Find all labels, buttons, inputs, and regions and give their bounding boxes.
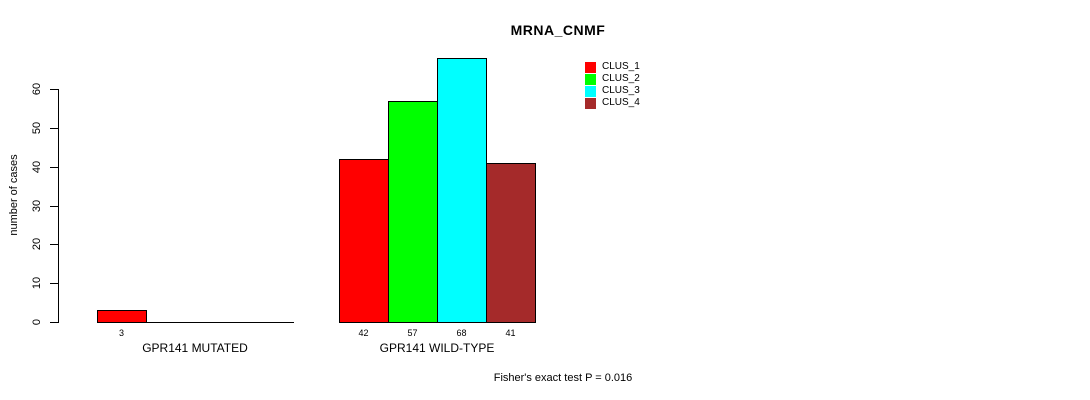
legend-label: CLUS_2 xyxy=(602,73,640,84)
bar-clus_4-wildtype xyxy=(486,163,536,323)
legend-swatch-clus_3 xyxy=(585,85,596,97)
y-axis-tick xyxy=(50,283,58,284)
x-category-label: GPR141 WILD-TYPE xyxy=(379,341,495,355)
bar-value-label: 57 xyxy=(407,328,418,338)
bar-value-label: 41 xyxy=(505,328,516,338)
legend-swatch-clus_2 xyxy=(585,73,596,85)
bar-clus_2-wildtype xyxy=(388,101,438,323)
legend-label: CLUS_1 xyxy=(602,61,640,72)
y-axis-tick-label: 20 xyxy=(31,237,43,251)
legend-row: CLUS_3 xyxy=(585,85,640,97)
y-axis-tick xyxy=(50,128,58,129)
y-axis-tick-label: 40 xyxy=(31,160,43,174)
y-axis-label: number of cases xyxy=(8,154,20,236)
legend: CLUS_1 CLUS_2 CLUS_3 CLUS_4 xyxy=(585,61,640,109)
y-axis-tick-label: 50 xyxy=(31,121,43,135)
y-axis-tick-label: 60 xyxy=(31,82,43,96)
group-baseline xyxy=(97,322,294,323)
legend-row: CLUS_4 xyxy=(585,97,640,109)
x-category-label: GPR141 MUTATED xyxy=(142,341,248,355)
legend-row: CLUS_2 xyxy=(585,73,640,85)
bar-value-label: 3 xyxy=(118,328,124,338)
group-baseline xyxy=(339,322,536,323)
bar-value-label: 68 xyxy=(456,328,467,338)
bar-value-label: 42 xyxy=(358,328,369,338)
y-axis-line xyxy=(58,89,59,323)
fisher-test-annotation: Fisher's exact test P = 0.016 xyxy=(493,372,633,384)
legend-label: CLUS_3 xyxy=(602,85,640,96)
legend-swatch-clus_4 xyxy=(585,97,596,109)
legend-row: CLUS_1 xyxy=(585,61,640,73)
y-axis-tick xyxy=(50,89,58,90)
y-axis-tick-label: 10 xyxy=(31,276,43,290)
y-axis-tick-label: 0 xyxy=(31,318,43,326)
y-axis-tick xyxy=(50,167,58,168)
y-axis-tick xyxy=(50,244,58,245)
legend-label: CLUS_4 xyxy=(602,97,640,108)
y-axis-tick-label: 30 xyxy=(31,199,43,213)
y-axis-tick xyxy=(50,206,58,207)
legend-swatch-clus_1 xyxy=(585,61,596,73)
chart-title: MRNA_CNMF xyxy=(510,22,606,38)
bar-clus_3-wildtype xyxy=(437,58,487,323)
y-axis-tick xyxy=(50,322,58,323)
bar-clus_1-wildtype xyxy=(339,159,389,323)
